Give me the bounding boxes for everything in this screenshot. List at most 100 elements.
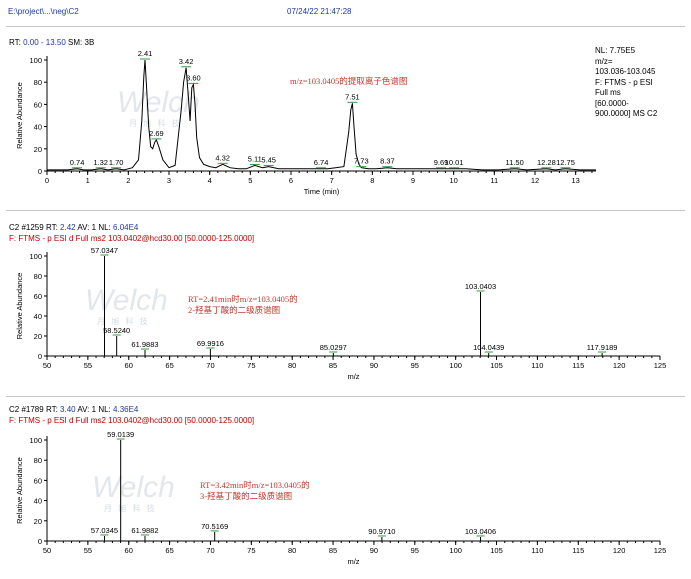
peak-label: 10.01 [445,158,464,167]
x-tick-label: 9 [411,176,415,185]
peak-label: 117.9189 [587,343,618,352]
peak-label: 85.0297 [320,343,347,352]
x-tick-label: 65 [165,546,173,555]
peak-label: 104.0439 [473,343,504,352]
chromatogram-trace [47,59,596,171]
peak-label: 9.69 [434,158,449,167]
side-info-line: Full ms [595,88,621,97]
file-path: E:\project\...\neg\C2 [8,7,79,16]
y-axis-label: Relative Abundance [15,82,24,149]
x-tick-label: 60 [125,361,133,370]
peak-label: 7.73 [354,157,369,166]
x-axis-label: Time (min) [304,187,340,196]
x-tick-label: 0 [45,176,49,185]
spectrum1-scan: C2 #1259 [9,223,44,232]
spectrum2-nl: 4.36E4 [113,405,139,414]
x-tick-label: 120 [613,546,626,555]
x-tick-label: 90 [370,361,378,370]
x-tick-label: 12 [531,176,539,185]
y-tick-label: 80 [34,456,42,465]
x-axis-label: m/z [347,372,359,381]
spectrum1-rt-label: RT: [45,223,58,232]
x-tick-label: 115 [572,361,584,370]
x-tick-label: 115 [572,546,584,555]
chart-annotation: m/z=103.0405的提取离子色谱图 [290,76,407,86]
spectrum2-nl-label: NL: [98,405,111,414]
peak-label: 69.9916 [197,339,224,348]
watermark-logo: Welch [85,284,168,317]
spectrum2-scan: C2 #1789 [9,405,44,414]
peak-label: 57.0347 [91,246,118,255]
timestamp: 07/24/22 21:47:28 [287,7,352,16]
peak-label: 0.74 [70,158,85,167]
x-tick-label: 3 [167,176,171,185]
watermark-sub: 月 旭 科 技 [104,503,157,513]
sm-label: SM: [68,38,83,47]
chromatogram-side-info: NL: 7.75E5 m/z= 103.036-103.045 F: FTMS … [595,46,657,120]
x-tick-label: 125 [654,361,667,370]
x-tick-label: 105 [490,546,503,555]
rt-range: 0.00 - 13.50 [23,38,66,47]
spectrum1-scan-info: C2 #1259 RT: 2.42 AV: 1 NL: 6.04E4 [9,223,138,232]
peak-label: 1.70 [109,158,124,167]
x-tick-label: 80 [288,361,296,370]
peak-label: 70.5169 [201,522,228,531]
peak-label: 7.51 [345,92,360,101]
x-tick-label: 125 [654,546,667,555]
x-tick-label: 50 [43,361,51,370]
spectrum1-filter: F: FTMS - p ESI d Full ms2 103.0402@hcd3… [9,234,255,243]
y-tick-label: 80 [34,272,42,281]
watermark-sub: 月 旭 科 技 [97,316,150,326]
x-tick-label: 55 [84,546,92,555]
x-tick-label: 70 [206,546,214,555]
peak-label: 58.5240 [103,326,130,335]
x-tick-label: 120 [613,361,626,370]
peak-label: 61.9882 [131,526,158,535]
spectrum2-rt-label: RT: [45,405,58,414]
rt-range-info: RT: 0.00 - 13.50 SM: 3B [9,38,94,47]
spectrum2-av: 1 [91,405,97,414]
peak-label: 2.41 [138,49,153,58]
y-tick-label: 0 [38,537,42,546]
x-tick-label: 110 [531,361,543,370]
watermark-logo: Welch [92,471,175,504]
side-info-line: 103.036-103.045 [595,67,656,76]
y-tick-label: 40 [34,497,42,506]
y-axis-label: Relative Abundance [15,273,24,340]
spectrum2-rt: 3.40 [60,405,76,414]
y-tick-label: 40 [34,123,42,132]
x-tick-label: 55 [84,361,92,370]
y-tick-label: 0 [38,352,42,361]
y-axis-label: Relative Abundance [15,457,24,524]
peak-label: 12.75 [556,158,575,167]
peak-label: 1.32 [93,158,108,167]
peak-label: 8.37 [380,157,395,166]
watermark-logo: Welch [117,86,200,119]
x-tick-label: 2 [126,176,130,185]
y-tick-label: 100 [29,56,42,65]
chart-annotation: 3-羟基丁酸的二级质谱图 [200,491,292,501]
y-tick-label: 20 [34,332,42,341]
y-tick-label: 60 [34,100,42,109]
y-tick-label: 60 [34,476,42,485]
spectrum1-rt: 2.42 [60,223,76,232]
x-tick-label: 85 [329,546,337,555]
spectrum1-nl-label: NL: [98,223,111,232]
peak-label: 57.0345 [91,526,118,535]
peak-label: 12.28 [537,158,556,167]
chart-annotation: 2-羟基丁酸的二级质谱图 [188,305,280,315]
x-tick-label: 75 [247,361,255,370]
x-tick-label: 100 [449,361,462,370]
peak-label: 11.50 [506,158,524,167]
chart-annotation: RT=3.42min时m/z=103.0405的 [200,480,310,490]
header-divider [6,26,685,27]
x-tick-label: 105 [490,361,503,370]
peak-label: 3.42 [179,57,194,66]
x-tick-label: 11 [490,176,498,185]
y-tick-label: 0 [38,167,42,176]
y-tick-label: 80 [34,78,42,87]
x-tick-label: 95 [411,361,419,370]
side-info-line: 900.0000] MS C2 [595,109,658,118]
x-tick-label: 60 [125,546,133,555]
